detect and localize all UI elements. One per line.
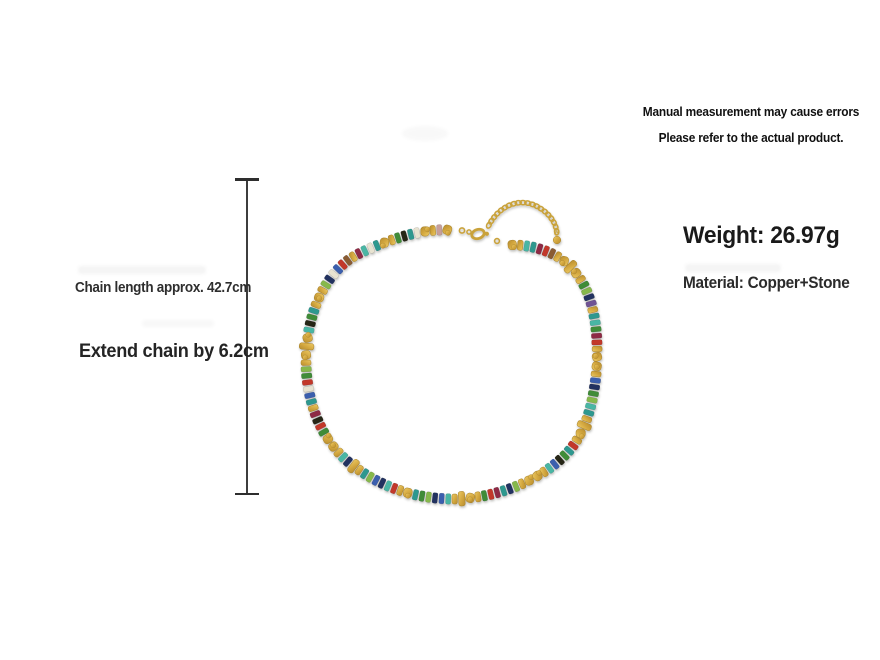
chain-links — [485, 199, 560, 236]
dimension-line — [235, 178, 259, 495]
extender-chain — [485, 199, 562, 245]
chain-length-label: Chain length approx. 42.7cm — [75, 280, 252, 296]
weight-label: Weight: 26.97g — [683, 222, 840, 249]
disclaimer-line-1: Manual measurement may cause errors — [642, 105, 860, 119]
faint-artifact — [685, 264, 781, 272]
material-label: Material: Copper+Stone — [683, 274, 850, 292]
disclaimer: Manual measurement may cause errors Plea… — [630, 106, 872, 144]
charm-ring-icon — [554, 231, 559, 236]
disclaimer-line-2: Please refer to the actual product. — [658, 130, 844, 145]
lobster-clasp-icon — [458, 227, 501, 245]
faint-artifact — [142, 320, 214, 327]
faint-artifact — [78, 266, 206, 274]
bead-strand — [298, 224, 603, 507]
extender-chain-path — [488, 203, 557, 235]
extend-chain-label: Extend chain by 6.2cm — [79, 340, 269, 362]
teardrop-charm-icon — [552, 235, 562, 245]
